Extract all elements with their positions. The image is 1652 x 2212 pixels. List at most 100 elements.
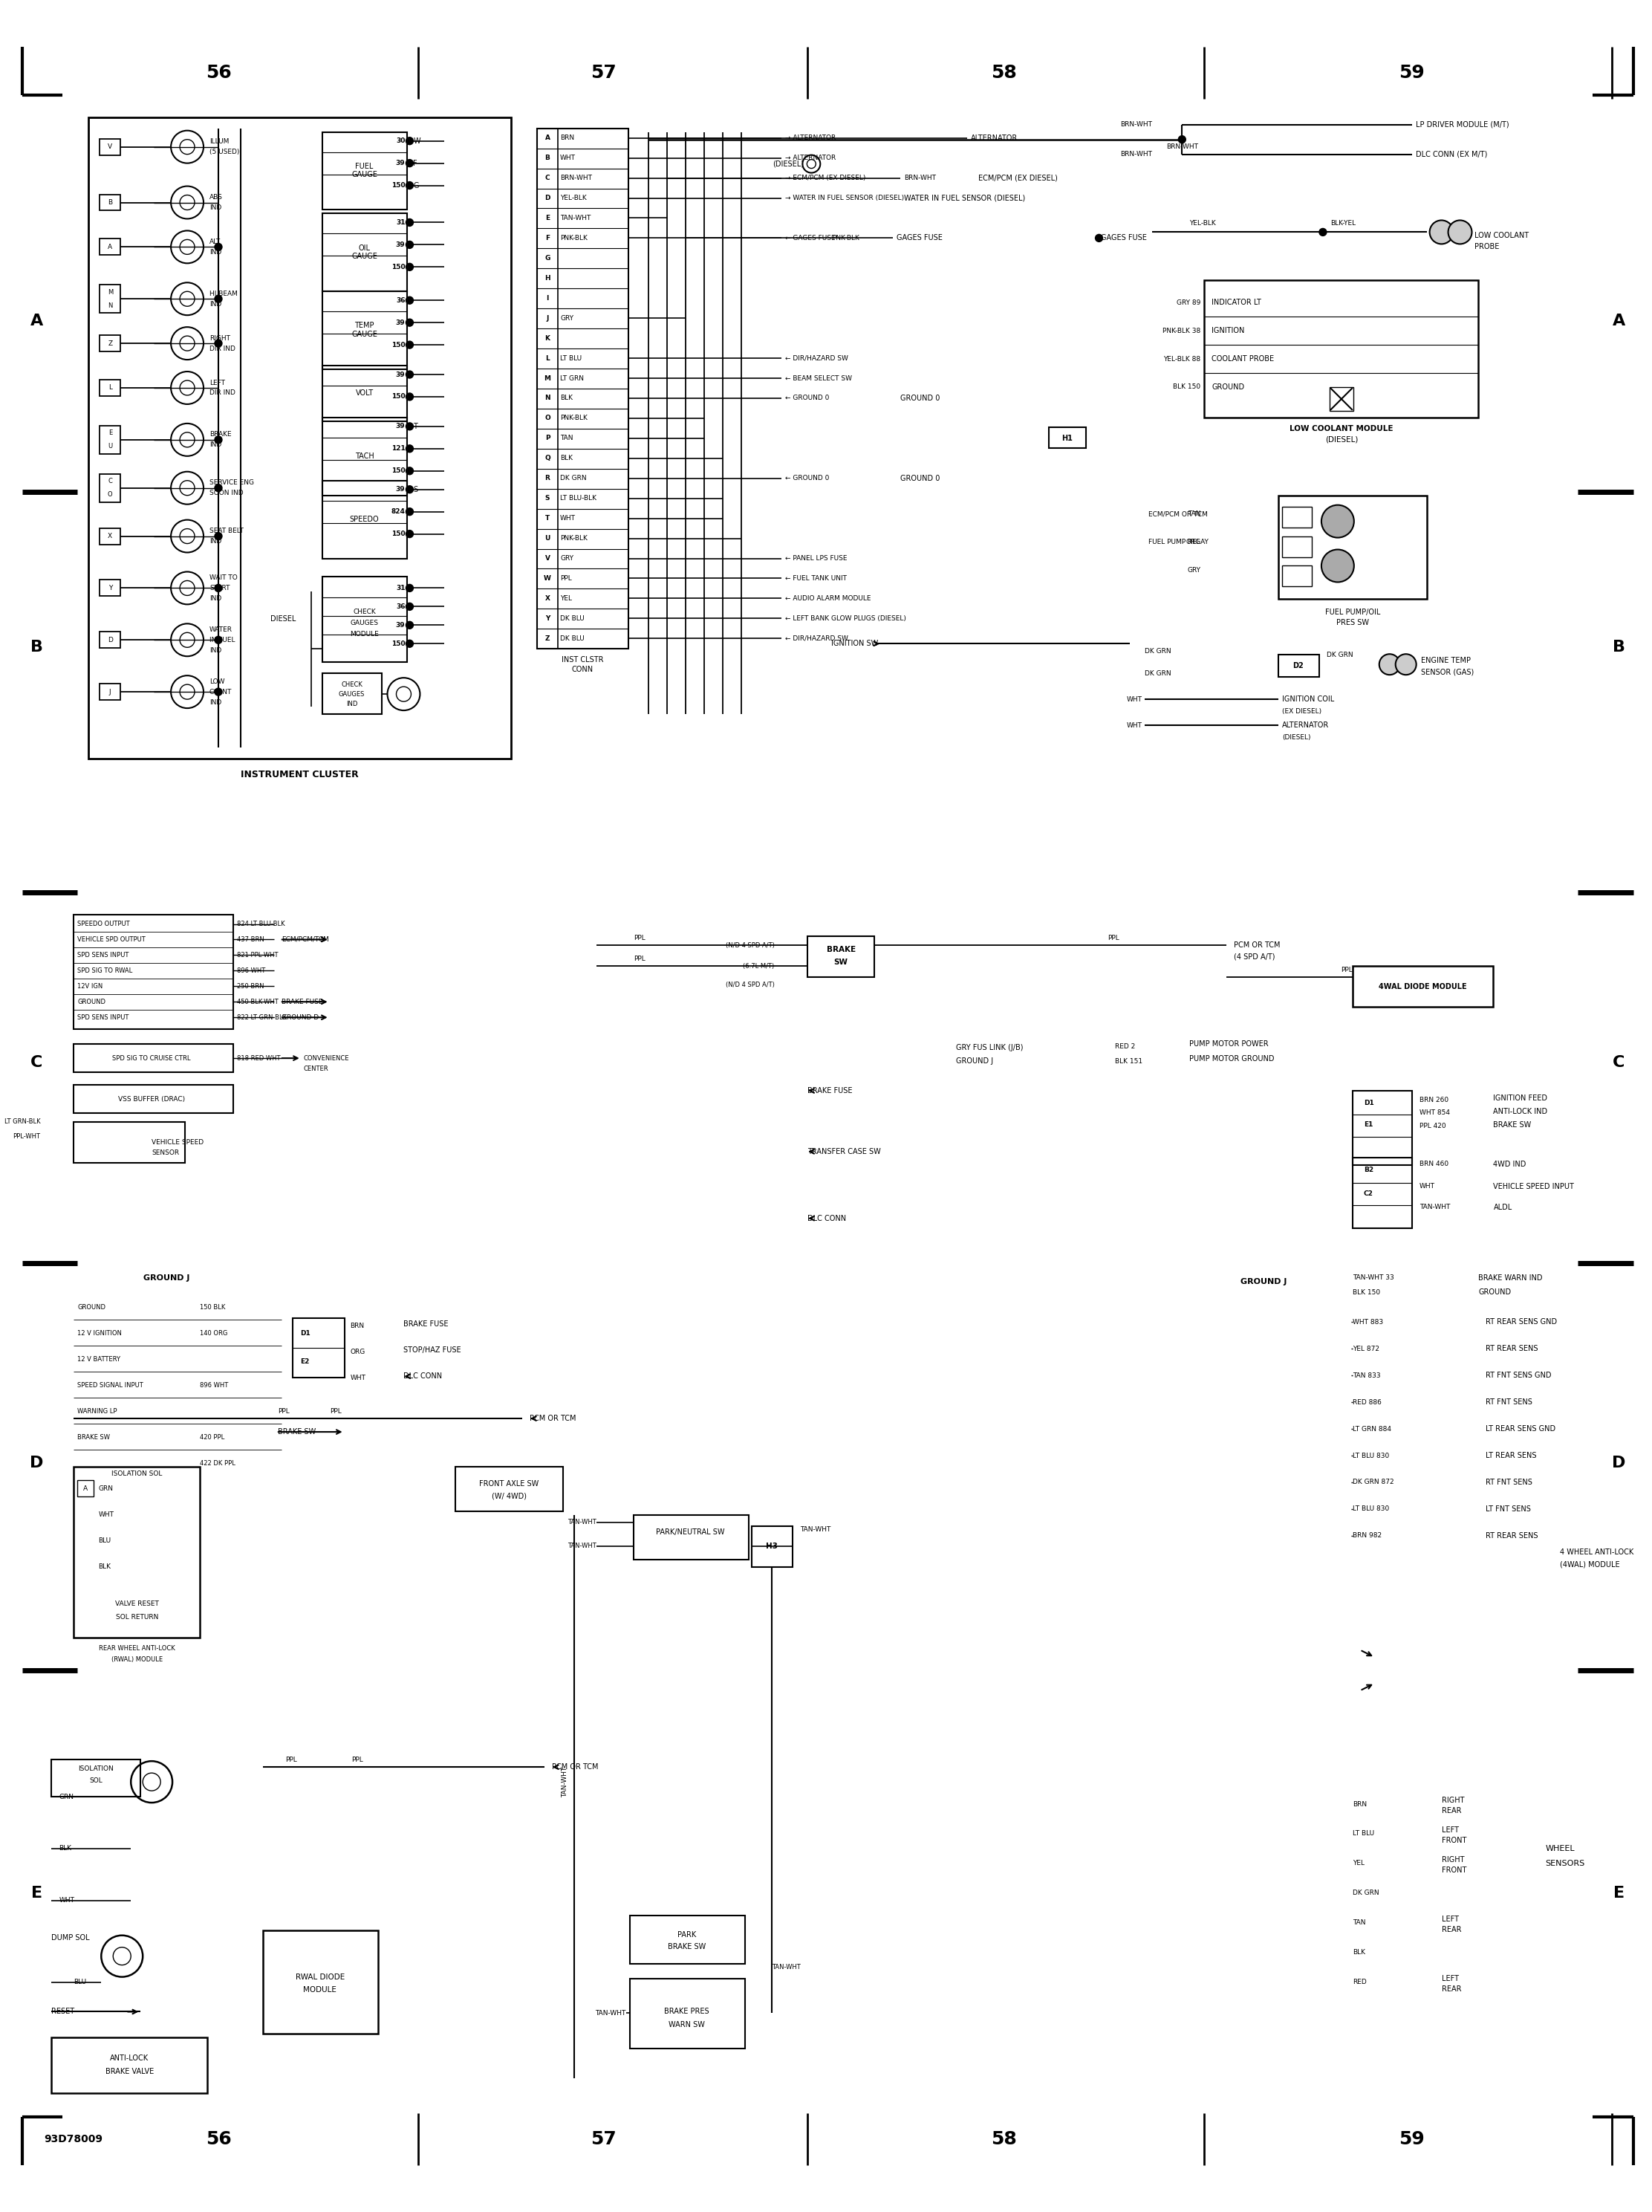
Circle shape <box>406 584 413 593</box>
Bar <box>1282 566 1312 586</box>
Text: RT REAR SENS: RT REAR SENS <box>1485 1345 1538 1352</box>
Text: BLK 150: BLK 150 <box>1173 383 1201 392</box>
Text: 140 ORG: 140 ORG <box>200 1329 228 1336</box>
Bar <box>99 473 121 502</box>
Text: 150: 150 <box>392 394 405 400</box>
Text: ANTI-LOCK IND: ANTI-LOCK IND <box>1493 1108 1548 1115</box>
Bar <box>1330 387 1353 411</box>
Text: IGNITION: IGNITION <box>1211 327 1244 334</box>
Circle shape <box>406 341 413 349</box>
Text: WARN SW: WARN SW <box>669 2022 705 2028</box>
Text: ECM/PCM/TCM: ECM/PCM/TCM <box>281 936 329 942</box>
Text: ← DIR/HAZARD SW: ← DIR/HAZARD SW <box>785 635 849 641</box>
Text: BRAKE VALVE: BRAKE VALVE <box>106 2068 154 2075</box>
Text: ← DIR/HAZARD SW: ← DIR/HAZARD SW <box>785 354 849 361</box>
Text: BRN-WHT: BRN-WHT <box>1120 150 1153 157</box>
Bar <box>99 195 121 210</box>
Text: 56: 56 <box>205 64 231 82</box>
Text: H1: H1 <box>1062 434 1072 442</box>
Bar <box>99 139 121 155</box>
Bar <box>74 1121 185 1164</box>
Text: W: W <box>413 137 421 144</box>
Text: LT GRN-BLK: LT GRN-BLK <box>5 1119 40 1126</box>
Text: BRAKE FUSE: BRAKE FUSE <box>403 1321 449 1327</box>
Text: REAR: REAR <box>1442 1927 1460 1933</box>
Text: R: R <box>545 476 550 482</box>
Text: 59: 59 <box>1399 64 1424 82</box>
Text: RT FNT SENS: RT FNT SENS <box>1485 1398 1533 1407</box>
Text: YEL: YEL <box>1353 1860 1365 1867</box>
Text: DLC CONN (EX M/T): DLC CONN (EX M/T) <box>1416 150 1487 157</box>
Text: (N/D 4 SPD A/T): (N/D 4 SPD A/T) <box>725 982 775 989</box>
Text: I: I <box>547 294 548 301</box>
Bar <box>1282 507 1312 526</box>
Text: SERVICE ENG: SERVICE ENG <box>210 480 254 487</box>
Circle shape <box>215 637 221 644</box>
Text: PNK-BLK: PNK-BLK <box>560 416 588 422</box>
Text: RED: RED <box>1353 1980 1366 1986</box>
Circle shape <box>1095 234 1104 241</box>
Text: BRAKE SW: BRAKE SW <box>78 1433 111 1440</box>
Bar <box>51 2037 206 2093</box>
Text: LT FNT SENS: LT FNT SENS <box>1485 1506 1531 1513</box>
Text: WHT: WHT <box>1127 697 1142 703</box>
Text: 450 BLK-WHT: 450 BLK-WHT <box>236 998 278 1004</box>
Text: TAN-WHT: TAN-WHT <box>800 1526 831 1533</box>
Text: BRN 260: BRN 260 <box>1419 1097 1449 1104</box>
Text: WATER IN FUEL SENSOR (DIESEL): WATER IN FUEL SENSOR (DIESEL) <box>904 195 1026 201</box>
Text: PROBE: PROBE <box>1475 243 1500 250</box>
Text: G: G <box>413 181 420 190</box>
Text: ISOLATION SOL: ISOLATION SOL <box>111 1471 162 1478</box>
Text: PPL: PPL <box>1108 936 1120 942</box>
Text: INST CLSTR: INST CLSTR <box>562 657 603 664</box>
Text: IND: IND <box>345 701 357 708</box>
Text: Z: Z <box>107 341 112 347</box>
Text: 150: 150 <box>392 467 405 473</box>
Text: RIGHT: RIGHT <box>1442 1856 1464 1863</box>
Text: BLK: BLK <box>1353 1949 1365 1955</box>
Text: L: L <box>109 385 112 392</box>
Bar <box>99 425 121 453</box>
Bar <box>322 418 408 495</box>
Text: PUMP MOTOR POWER: PUMP MOTOR POWER <box>1189 1040 1269 1048</box>
Text: YEL-BLK: YEL-BLK <box>1189 219 1216 226</box>
Text: PCM OR TCM: PCM OR TCM <box>552 1763 598 1772</box>
Text: N: N <box>545 396 550 403</box>
Text: FUEL PUMP RELAY: FUEL PUMP RELAY <box>1148 540 1209 546</box>
Circle shape <box>215 436 221 442</box>
Text: X: X <box>545 595 550 602</box>
Text: LEFT: LEFT <box>1442 1975 1459 1982</box>
Bar <box>1279 495 1427 599</box>
Text: ANTI-LOCK: ANTI-LOCK <box>111 2055 149 2062</box>
Text: PPL: PPL <box>352 1756 363 1763</box>
Text: BRN-WHT: BRN-WHT <box>1120 122 1153 128</box>
Text: GAUGES: GAUGES <box>339 690 365 697</box>
Text: 39: 39 <box>396 372 405 378</box>
Text: RED 2: RED 2 <box>1115 1044 1135 1051</box>
Text: FUEL
GAUGE: FUEL GAUGE <box>352 161 377 179</box>
Text: ABS: ABS <box>210 195 223 201</box>
Text: 93D78009: 93D78009 <box>45 2135 102 2143</box>
Text: V: V <box>545 555 550 562</box>
Text: 420 PPL: 420 PPL <box>200 1433 225 1440</box>
Text: CHECK: CHECK <box>340 681 362 688</box>
Text: GRY FUS LINK (J/B): GRY FUS LINK (J/B) <box>957 1044 1023 1051</box>
Text: YEL-BLK: YEL-BLK <box>560 195 586 201</box>
Text: RT REAR SENS GND: RT REAR SENS GND <box>1485 1318 1558 1325</box>
Text: SPD SIG TO RWAL: SPD SIG TO RWAL <box>78 967 132 973</box>
Text: (W/ 4WD): (W/ 4WD) <box>492 1493 527 1500</box>
Bar <box>74 914 233 1029</box>
Text: → ALTERNATOR: → ALTERNATOR <box>785 155 836 161</box>
Text: INDICATOR LT: INDICATOR LT <box>1211 299 1262 305</box>
Text: SOL RETURN: SOL RETURN <box>116 1615 159 1621</box>
Bar <box>78 1480 94 1495</box>
Circle shape <box>406 622 413 628</box>
Text: RT FNT SENS GND: RT FNT SENS GND <box>1485 1371 1551 1380</box>
Bar <box>629 1916 745 1964</box>
Circle shape <box>406 372 413 378</box>
Text: 150 BLK: 150 BLK <box>200 1305 225 1312</box>
Text: D: D <box>107 637 112 644</box>
Circle shape <box>1322 504 1355 538</box>
Text: DIESEL: DIESEL <box>271 615 296 624</box>
Text: D2: D2 <box>1294 661 1303 670</box>
